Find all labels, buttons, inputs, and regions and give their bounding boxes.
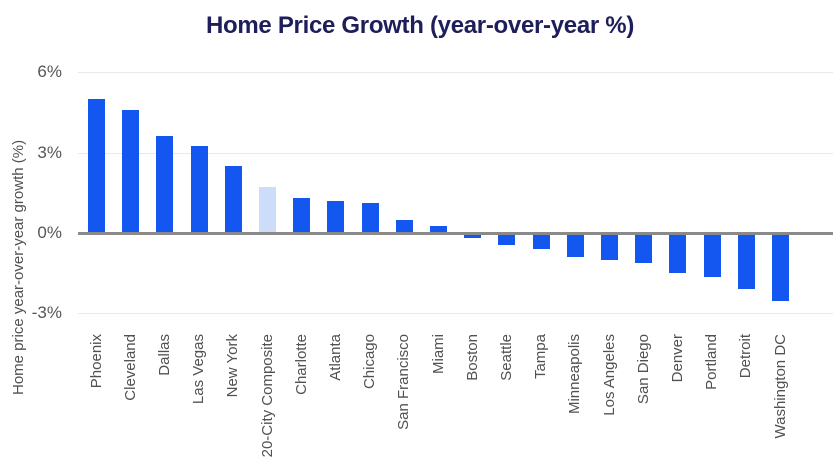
gridline--3- [78, 313, 833, 315]
x-axis-label-charlotte: Charlotte [292, 334, 310, 395]
bar-denver [669, 233, 687, 274]
x-axis-label-boston: Boston [463, 334, 481, 381]
y-tick-label-3-: 3% [37, 142, 62, 162]
y-tick-label-0-: 0% [37, 223, 62, 242]
x-axis-label-detroit: Detroit [737, 334, 755, 379]
y-axis-title: Home price year-over-year growth (%) [10, 139, 27, 396]
bar-portland [703, 233, 721, 278]
chart-title: Home Price Growth (year-over-year %) [205, 12, 635, 39]
x-axis-label-seattle: Seattle [497, 334, 515, 381]
bar-chicago [361, 203, 379, 233]
bar-minneapolis [566, 233, 584, 258]
bar-charlotte [293, 198, 311, 233]
x-axis-label-cleveland: Cleveland [121, 334, 139, 401]
bar-washington-dc [772, 233, 789, 302]
x-axis-label-tampa: Tampa [532, 334, 550, 380]
x-axis-label-minneapolis: Minneapolis [566, 334, 584, 415]
y-tick-label--3-: -3% [31, 303, 62, 323]
bar-miami [430, 226, 447, 233]
x-axis-label-las-vegas: Las Vegas [190, 334, 208, 405]
bar-las-vegas [190, 145, 208, 233]
zero-axis-line [78, 231, 833, 235]
x-axis-label-new-york: New York [224, 334, 242, 398]
x-axis-label-portland: Portland [703, 334, 721, 390]
gridline-3- [78, 152, 833, 154]
y-tick-label-6-: 6% [37, 62, 62, 82]
bar-detroit [737, 233, 755, 290]
bar-san-francisco [395, 219, 413, 233]
x-axis-label-20-city-composite: 20-City Composite [258, 334, 276, 458]
bar-20-city-composite [259, 187, 276, 233]
x-axis-label-los-angeles: Los Angeles [600, 334, 618, 416]
bar-cleveland [122, 109, 140, 233]
bar-new-york [224, 165, 242, 233]
gridline-6- [78, 72, 833, 74]
bar-phoenix [88, 98, 105, 233]
x-axis-label-denver: Denver [668, 334, 686, 383]
bar-atlanta [327, 200, 345, 233]
x-axis-label-washington-dc: Washington DC [771, 334, 789, 439]
plot-area [78, 50, 833, 326]
x-axis-label-chicago: Chicago [361, 334, 379, 390]
bar-los-angeles [601, 233, 618, 260]
bar-tampa [532, 233, 550, 250]
x-axis-label-dallas: Dallas [155, 334, 173, 376]
bar-boston [464, 233, 482, 239]
x-axis-label-san-diego: San Diego [634, 334, 652, 405]
bar-seattle [498, 233, 516, 246]
x-axis-label-atlanta: Atlanta [326, 334, 344, 381]
x-axis-label-phoenix: Phoenix [87, 334, 105, 389]
bar-san-diego [635, 233, 653, 263]
x-axis-label-miami: Miami [429, 334, 447, 374]
bar-dallas [156, 136, 174, 233]
x-axis-label-san-francisco: San Francisco [395, 334, 413, 430]
